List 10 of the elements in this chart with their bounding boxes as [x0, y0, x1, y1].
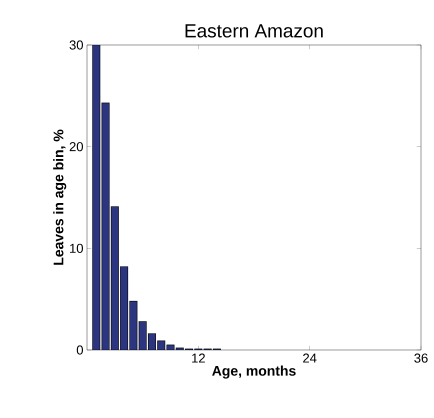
x-tick-label: 12: [192, 354, 205, 363]
y-tick-label: 0: [76, 345, 83, 355]
y-tick-label: 10: [70, 244, 83, 253]
x-tick-label: 36: [414, 354, 428, 363]
x-tick-label: 24: [303, 354, 316, 363]
x-axis-title: Age, months: [212, 366, 296, 379]
chart-title: Eastern Amazon: [186, 24, 323, 38]
y-axis-title: Leaves in age bin, %: [53, 130, 66, 265]
y-tick-label: 30: [70, 40, 83, 50]
y-tick-label: 20: [70, 142, 83, 152]
